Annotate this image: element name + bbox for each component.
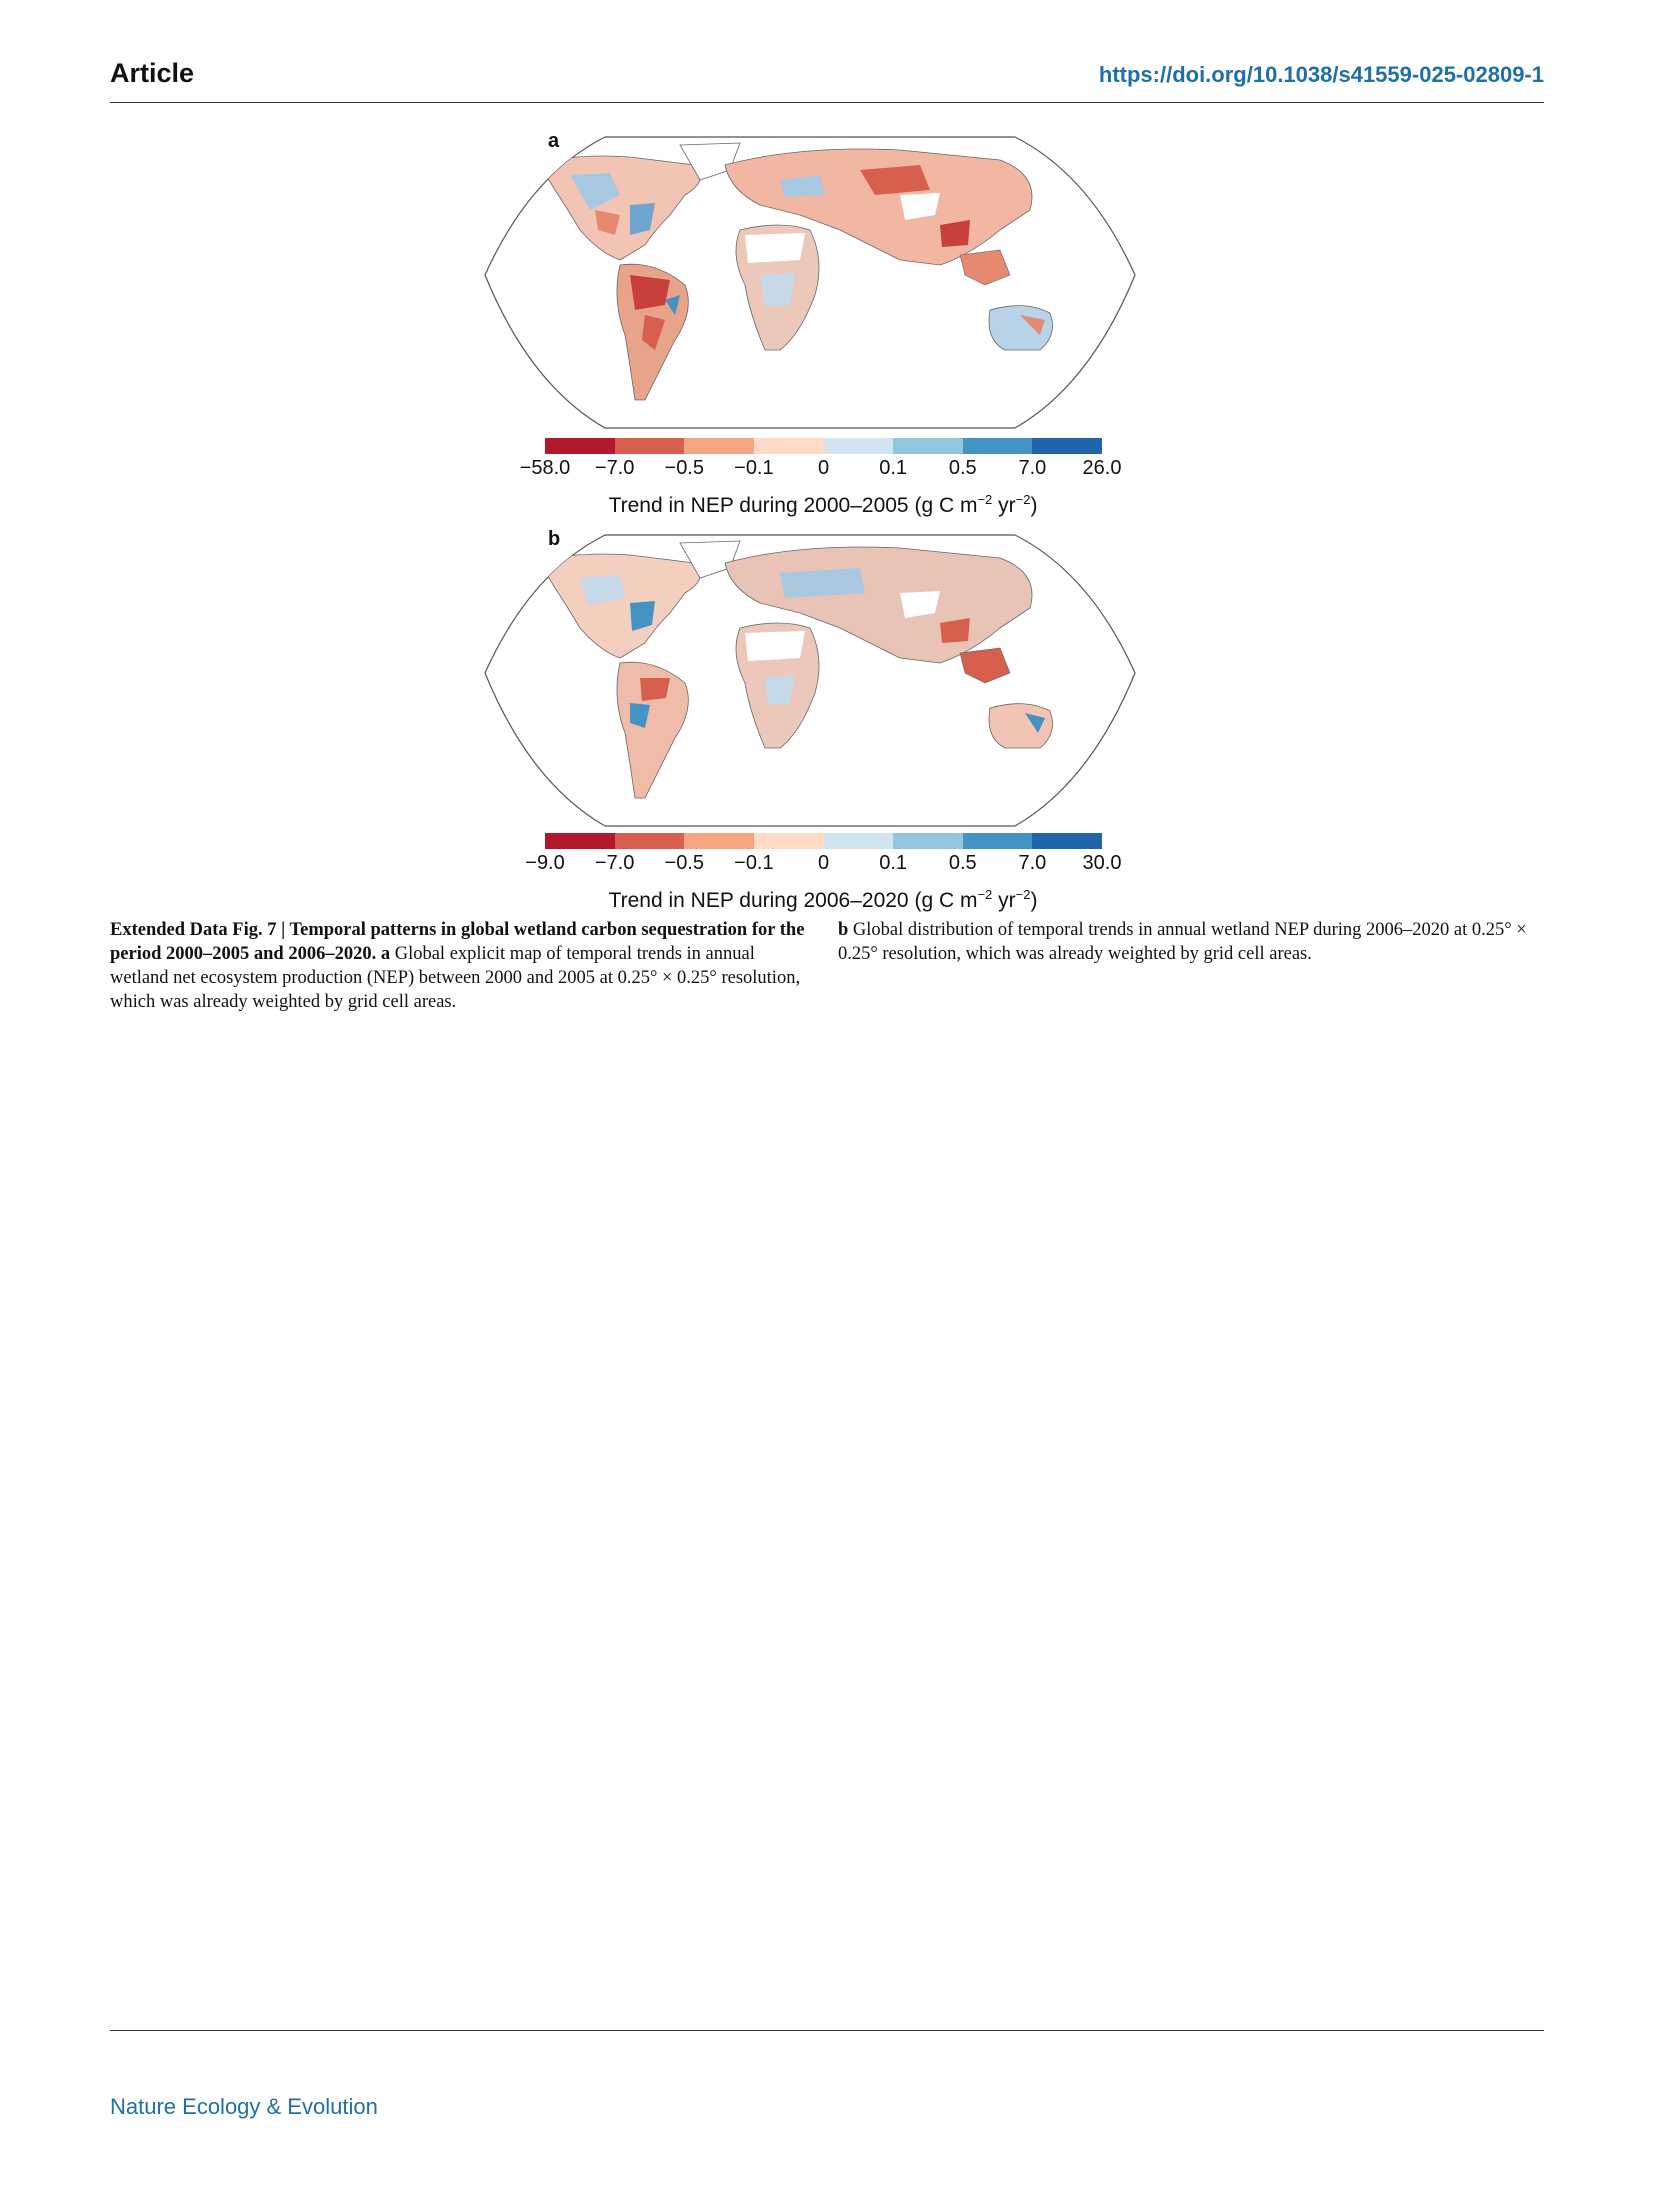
colorbar-segment (1032, 833, 1102, 849)
colorbar-segment (962, 438, 1033, 454)
colorbar-tick: −7.0 (594, 852, 635, 874)
world-map-a (484, 136, 1136, 429)
label-text: Trend in NEP during 2000–2005 (g C m (608, 494, 978, 517)
colorbar-label-a: Trend in NEP during 2000–2005 (g C m−2 y… (609, 492, 1038, 518)
label-text: yr (992, 494, 1016, 517)
label-sup: −2 (977, 492, 993, 507)
doi-link[interactable]: https://doi.org/10.1038/s41559-025-02809… (1098, 62, 1544, 87)
caption-text-a: Global explicit map of temporal trends i… (110, 944, 801, 1012)
caption-left: Extended Data Fig. 7 | Temporal patterns… (110, 918, 810, 1014)
colorbar-tick: −9.0 (525, 852, 565, 874)
colorbar-a (545, 438, 1102, 454)
colorbar-segment (823, 833, 894, 849)
label-sup: −2 (1015, 887, 1031, 902)
colorbar-tick: −0.5 (664, 457, 704, 479)
colorbar-label-b: Trend in NEP during 2006–2020 (g C m−2 y… (609, 887, 1038, 913)
colorbar-tick: −0.5 (664, 852, 704, 874)
colorbar-ticks-a: −58.0 −7.0 −0.5 −0.1 0 0.1 0.5 7.0 26.0 (520, 457, 1122, 481)
colorbar-tick: −7.0 (594, 457, 635, 479)
colorbar-segment (545, 438, 615, 454)
colorbar-segment (614, 438, 685, 454)
caption-fig-label: Extended Data Fig. 7 | Temporal patterns… (110, 920, 805, 964)
caption-letter-a: a (380, 944, 391, 964)
continent-australia (988, 703, 1053, 749)
colorbar-segment (893, 438, 963, 454)
colorbar-tick: 30.0 (1082, 852, 1122, 874)
label-text: ) (1030, 494, 1038, 517)
footer-rule (110, 2030, 1544, 2031)
article-label: Article (110, 58, 195, 88)
colorbar-b (545, 833, 1102, 849)
label-text: Trend in NEP during 2006–2020 (g C m (608, 889, 978, 912)
continent-australia (988, 305, 1053, 351)
panel-b-letter: b (548, 528, 561, 550)
colorbar-segment (684, 438, 754, 454)
caption-right: b Global distribution of temporal trends… (838, 918, 1538, 966)
colorbar-tick: 7.0 (1018, 852, 1047, 874)
colorbar-segment (1032, 438, 1102, 454)
continent-north-america (539, 553, 702, 659)
world-map-b (484, 534, 1136, 827)
colorbar-segment (684, 833, 754, 849)
label-sup: −2 (977, 887, 993, 902)
colorbar-tick: 0.1 (879, 457, 908, 479)
label-text: ) (1030, 889, 1038, 912)
colorbar-tick: 0 (817, 457, 830, 479)
colorbar-tick: 0.5 (948, 457, 977, 479)
colorbar-segment (823, 438, 894, 454)
colorbar-segment (614, 833, 685, 849)
colorbar-tick: −0.1 (734, 457, 774, 479)
colorbar-tick: −0.1 (734, 852, 774, 874)
colorbar-segment (962, 833, 1033, 849)
colorbar-segment (893, 833, 963, 849)
label-text: yr (992, 889, 1016, 912)
colorbar-segment (753, 833, 824, 849)
panel-a-letter: a (548, 130, 560, 152)
region-se-asia (959, 647, 1011, 684)
journal-name: Nature Ecology & Evolution (110, 2094, 378, 2119)
colorbar-tick: −58.0 (519, 457, 571, 479)
colorbar-ticks-b: −9.0 −7.0 −0.5 −0.1 0 0.1 0.5 7.0 30.0 (525, 852, 1121, 876)
region-se-asia (959, 249, 1011, 286)
colorbar-tick: 0 (817, 852, 830, 874)
header-rule (110, 102, 1544, 103)
colorbar-tick: 0.5 (948, 852, 977, 874)
colorbar-tick: 26.0 (1082, 457, 1122, 479)
colorbar-tick: 7.0 (1018, 457, 1047, 479)
colorbar-segment (753, 438, 824, 454)
continent-south-america (616, 661, 689, 799)
colorbar-tick: 0.1 (879, 852, 908, 874)
label-sup: −2 (1015, 492, 1031, 507)
colorbar-segment (545, 833, 615, 849)
caption-letter-b: b (838, 920, 849, 940)
caption-text-b: Global distribution of temporal trends i… (838, 920, 1527, 964)
